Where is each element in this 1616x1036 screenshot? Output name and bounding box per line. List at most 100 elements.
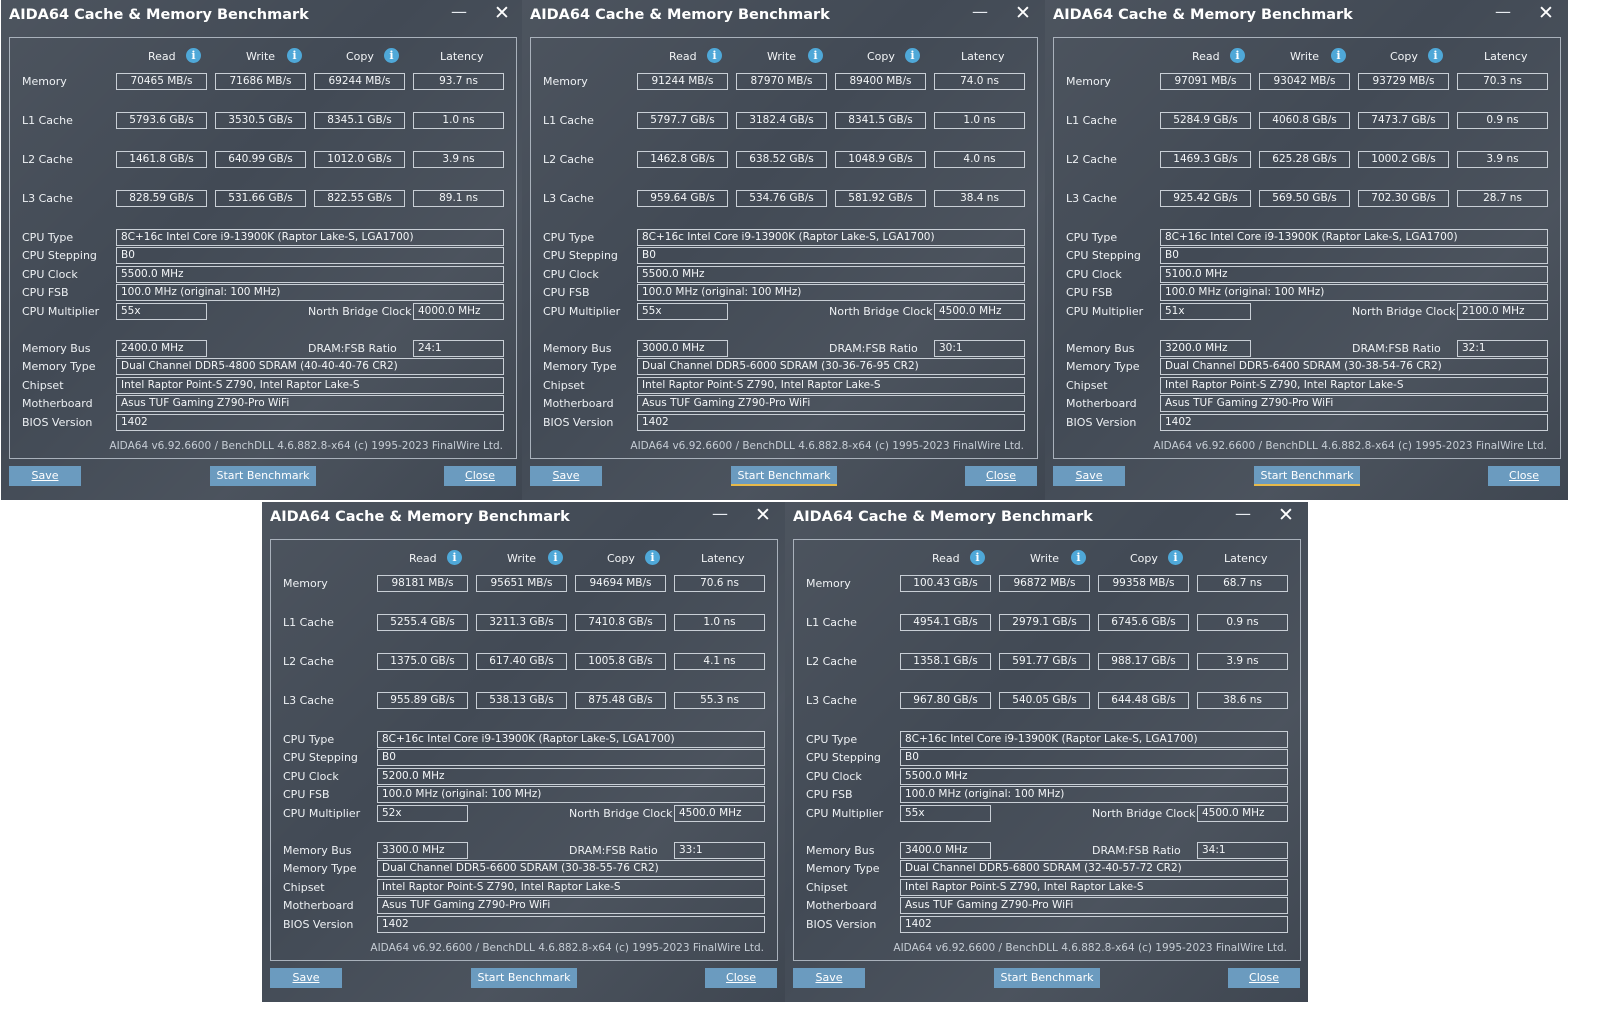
save-button[interactable]: Save [9, 466, 81, 486]
close-icon[interactable]: ✕ [1278, 504, 1294, 526]
l2-latency: 4.0 ns [934, 151, 1025, 168]
title-bar[interactable]: AIDA64 Cache & Memory Benchmark — ✕ [522, 0, 1045, 32]
l1-latency: 1.0 ns [413, 112, 504, 129]
memory-write: 96872 MB/s [999, 575, 1090, 592]
cpu-fsb-label: CPU FSB [1066, 286, 1113, 299]
bios-version-value: 1402 [637, 414, 1025, 431]
l2-write: 638.52 GB/s [736, 151, 827, 168]
close-button[interactable]: Close [1228, 968, 1300, 988]
l2-read: 1461.8 GB/s [116, 151, 207, 168]
l2-latency: 3.9 ns [1197, 653, 1288, 670]
l3-write: 540.05 GB/s [999, 692, 1090, 709]
read-info-icon[interactable]: i [707, 48, 722, 63]
start-benchmark-button[interactable]: Start Benchmark [1254, 466, 1360, 486]
copy-header: Copy [346, 50, 374, 63]
close-button[interactable]: Close [705, 968, 777, 988]
copy-header: Copy [867, 50, 895, 63]
close-icon[interactable]: ✕ [755, 504, 771, 526]
save-button[interactable]: Save [270, 968, 342, 988]
cpu-stepping-value: B0 [116, 247, 504, 264]
nb-clock-value: 4500.0 MHz [674, 805, 765, 822]
close-button[interactable]: Close [965, 466, 1037, 486]
title-bar[interactable]: AIDA64 Cache & Memory Benchmark — ✕ [1, 0, 524, 32]
l1-latency: 1.0 ns [934, 112, 1025, 129]
l3-cache-label: L3 Cache [283, 694, 334, 707]
memory-label: Memory [22, 75, 67, 88]
l1-write: 4060.8 GB/s [1259, 112, 1350, 129]
start-benchmark-button[interactable]: Start Benchmark [731, 466, 837, 486]
write-info-icon[interactable]: i [287, 48, 302, 63]
save-button[interactable]: Save [1053, 466, 1125, 486]
close-icon[interactable]: ✕ [1015, 2, 1031, 24]
start-benchmark-button[interactable]: Start Benchmark [210, 466, 316, 486]
motherboard-value: Asus TUF Gaming Z790-Pro WiFi [1160, 395, 1548, 412]
title-bar[interactable]: AIDA64 Cache & Memory Benchmark — ✕ [262, 502, 785, 534]
copy-info-icon[interactable]: i [384, 48, 399, 63]
memory-label: Memory [1066, 75, 1111, 88]
memory-write: 93042 MB/s [1259, 73, 1350, 90]
title-bar[interactable]: AIDA64 Cache & Memory Benchmark — ✕ [785, 502, 1308, 534]
start-benchmark-button[interactable]: Start Benchmark [994, 968, 1100, 988]
read-info-icon[interactable]: i [1230, 48, 1245, 63]
chipset-value: Intel Raptor Point-S Z790, Intel Raptor … [116, 377, 504, 394]
memory-bus-value: 2400.0 MHz [116, 340, 207, 357]
l2-cache-label: L2 Cache [22, 153, 73, 166]
memory-type-label: Memory Type [1066, 360, 1140, 373]
save-button[interactable]: Save [530, 466, 602, 486]
cpu-type-label: CPU Type [283, 733, 335, 746]
save-button-label: Save [31, 469, 59, 482]
close-button[interactable]: Close [1488, 466, 1560, 486]
close-icon[interactable]: ✕ [1538, 2, 1554, 24]
cpu-clock-label: CPU Clock [543, 268, 599, 281]
write-info-icon[interactable]: i [548, 550, 563, 565]
write-header: Write [246, 50, 276, 63]
motherboard-label: Motherboard [543, 397, 614, 410]
memory-latency: 68.7 ns [1197, 575, 1288, 592]
bios-version-label: BIOS Version [283, 918, 354, 931]
cpu-multiplier-value: 52x [377, 805, 468, 822]
minimize-icon[interactable]: — [1235, 504, 1251, 523]
start-benchmark-button[interactable]: Start Benchmark [471, 968, 577, 988]
results-panel: Read i Write i Copy i Latency Memory 704… [9, 37, 517, 459]
motherboard-value: Asus TUF Gaming Z790-Pro WiFi [900, 897, 1288, 914]
dram-fsb-value: 34:1 [1197, 842, 1288, 859]
close-button[interactable]: Close [444, 466, 516, 486]
write-info-icon[interactable]: i [1331, 48, 1346, 63]
motherboard-value: Asus TUF Gaming Z790-Pro WiFi [377, 897, 765, 914]
cpu-type-label: CPU Type [22, 231, 74, 244]
write-info-icon[interactable]: i [1071, 550, 1086, 565]
read-info-icon[interactable]: i [970, 550, 985, 565]
nb-clock-value: 4000.0 MHz [413, 303, 504, 320]
l2-read: 1462.8 GB/s [637, 151, 728, 168]
read-info-icon[interactable]: i [186, 48, 201, 63]
read-info-icon[interactable]: i [447, 550, 462, 565]
copy-info-icon[interactable]: i [905, 48, 920, 63]
nb-clock-value: 4500.0 MHz [934, 303, 1025, 320]
minimize-icon[interactable]: — [451, 2, 467, 21]
nb-clock-label: North Bridge Clock [308, 305, 412, 318]
copy-info-icon[interactable]: i [645, 550, 660, 565]
dram-fsb-label: DRAM:FSB Ratio [569, 844, 658, 857]
memory-bus-value: 3300.0 MHz [377, 842, 468, 859]
write-info-icon[interactable]: i [808, 48, 823, 63]
nb-clock-label: North Bridge Clock [569, 807, 673, 820]
memory-type-label: Memory Type [22, 360, 96, 373]
memory-bus-label: Memory Bus [1066, 342, 1135, 355]
memory-read: 91244 MB/s [637, 73, 728, 90]
cpu-fsb-value: 100.0 MHz (original: 100 MHz) [116, 284, 504, 301]
l2-latency: 3.9 ns [1457, 151, 1548, 168]
save-button[interactable]: Save [793, 968, 865, 988]
close-icon[interactable]: ✕ [494, 2, 510, 24]
memory-bus-label: Memory Bus [806, 844, 875, 857]
l2-copy: 1048.9 GB/s [835, 151, 926, 168]
minimize-icon[interactable]: — [1495, 2, 1511, 21]
minimize-icon[interactable]: — [712, 504, 728, 523]
title-bar[interactable]: AIDA64 Cache & Memory Benchmark — ✕ [1045, 0, 1568, 32]
copy-info-icon[interactable]: i [1168, 550, 1183, 565]
footer-credit: AIDA64 v6.92.6600 / BenchDLL 4.6.882.8-x… [370, 942, 764, 954]
l2-cache-label: L2 Cache [283, 655, 334, 668]
memory-latency: 93.7 ns [413, 73, 504, 90]
copy-info-icon[interactable]: i [1428, 48, 1443, 63]
minimize-icon[interactable]: — [972, 2, 988, 21]
l2-write: 591.77 GB/s [999, 653, 1090, 670]
